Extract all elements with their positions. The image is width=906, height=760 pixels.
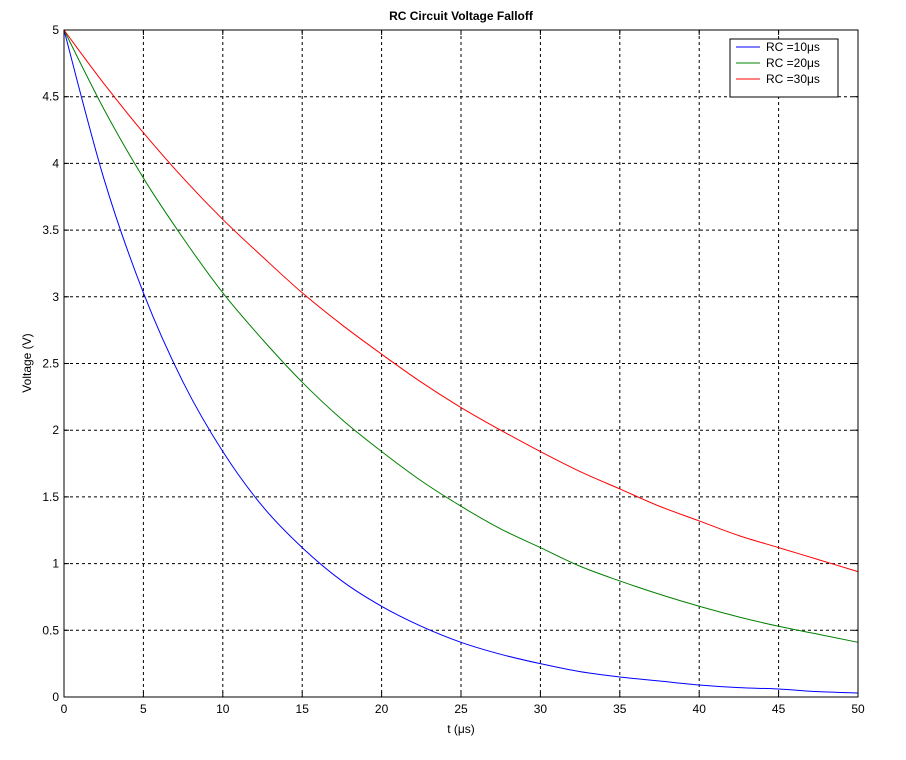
data-series [63,29,859,694]
y-tick-label: 0 [52,690,59,704]
y-tick-label: 5 [52,23,59,37]
x-tick-label: 40 [693,702,707,716]
x-tick-label: 20 [375,702,389,716]
y-tick-label: 1.5 [42,490,59,504]
x-tick-label: 5 [140,702,147,716]
x-tick-label: 30 [534,702,548,716]
legend: RC =10μs RC =20μs RC =30μs [729,38,839,98]
y-tick-label: 1 [52,557,59,571]
legend-box [729,38,839,98]
chart-title: RC Circuit Voltage Falloff [389,9,534,23]
series-line-2 [63,29,859,643]
y-tick-label: 3 [52,290,59,304]
x-tick-label: 50 [851,702,865,716]
series-line-1 [63,29,859,694]
y-tick-label: 4.5 [42,90,59,104]
legend-label-3: RC =30μs [766,72,820,86]
series-line-3 [63,29,859,573]
x-tick-label: 10 [216,702,230,716]
y-tick-label: 2 [52,423,59,437]
x-tick-label: 25 [454,702,468,716]
legend-label-2: RC =20μs [766,56,820,70]
y-tick-label: 2.5 [42,357,59,371]
x-axis-label: t (μs) [447,722,475,736]
x-tick-label: 0 [61,702,68,716]
grid-lines [64,30,858,697]
y-tick-label: 3.5 [42,223,59,237]
y-tick-label: 4 [52,156,59,170]
y-axis-label: Voltage (V) [20,333,34,392]
legend-label-1: RC =10μs [766,40,820,54]
y-tick-label: 0.5 [42,623,59,637]
x-tick-label: 15 [296,702,310,716]
axis-ticks: 0 5 10 15 20 25 30 35 40 45 50 0 0.5 1 1.5 2 2.5 3 3.5 4 4.5… [42,23,865,716]
x-tick-label: 45 [772,702,786,716]
x-tick-label: 35 [613,702,627,716]
